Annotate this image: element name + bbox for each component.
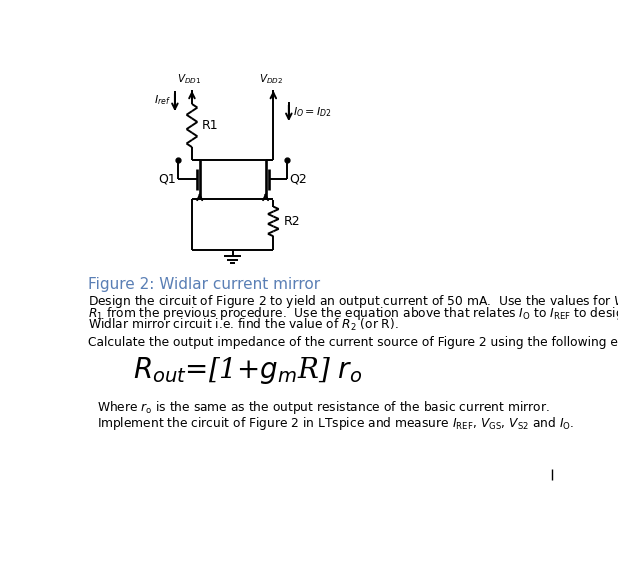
Text: Where $r_{\mathregular{o}}$ is the same as the output resistance of the basic cu: Where $r_{\mathregular{o}}$ is the same … [96, 399, 549, 416]
Text: Q2: Q2 [289, 173, 307, 186]
Text: $V_{DD2}$: $V_{DD2}$ [259, 72, 283, 86]
Text: R2: R2 [284, 215, 300, 228]
Text: Widlar mirror circuit i.e. find the value of $R_{\mathregular{2}}$ (or R).: Widlar mirror circuit i.e. find the valu… [88, 316, 399, 333]
Text: Design the circuit of Figure 2 to yield an output current of 50 mA.  Use the val: Design the circuit of Figure 2 to yield … [88, 293, 618, 310]
Text: $I_{ref}$: $I_{ref}$ [154, 93, 171, 107]
Text: Q1: Q1 [158, 173, 176, 186]
Text: Figure 2: Widlar current mirror: Figure 2: Widlar current mirror [88, 277, 320, 292]
Text: Calculate the output impedance of the current source of Figure 2 using the follo: Calculate the output impedance of the cu… [88, 336, 618, 349]
Text: $R_{out}$=[1+$g_m$R] $r_o$: $R_{out}$=[1+$g_m$R] $r_o$ [133, 354, 362, 385]
Text: R1: R1 [202, 119, 219, 132]
Text: $R_{\mathregular{1}}$ from the previous procedure.  Use the equation above that : $R_{\mathregular{1}}$ from the previous … [88, 305, 618, 321]
Text: $V_{DD1}$: $V_{DD1}$ [177, 72, 201, 86]
Text: $I_O= I_{D2}$: $I_O= I_{D2}$ [293, 105, 331, 119]
Text: Implement the circuit of Figure 2 in LTspice and measure $I_{\mathregular{REF}}$: Implement the circuit of Figure 2 in LTs… [96, 415, 574, 432]
